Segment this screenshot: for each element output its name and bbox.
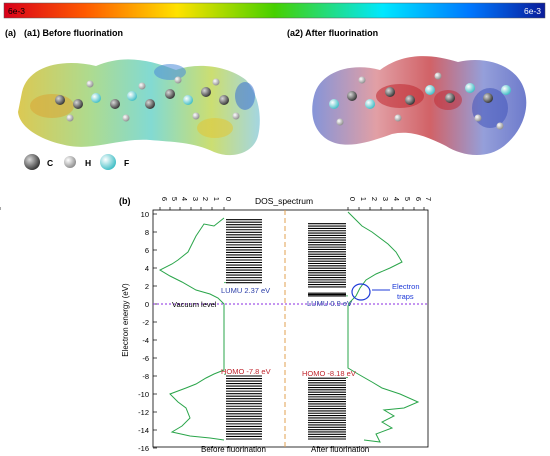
legend-hydrogen-icon bbox=[64, 156, 76, 168]
surface-patch bbox=[235, 82, 255, 110]
surface-patch bbox=[197, 118, 233, 138]
atoms-after bbox=[329, 72, 511, 130]
y-tick-label: -16 bbox=[138, 444, 149, 453]
y-tick-label: -2 bbox=[142, 318, 149, 327]
homo-before-label: HOMO -7.8 eV bbox=[221, 367, 271, 376]
y-tick-label: 0 bbox=[145, 300, 149, 309]
y-tick-label: 6 bbox=[145, 246, 149, 255]
atom-legend: C H F bbox=[24, 154, 129, 170]
electron-traps-label-line1: Electron bbox=[392, 282, 420, 291]
y-tick-label: 2 bbox=[145, 282, 149, 291]
top-tick-label: 6 bbox=[160, 197, 169, 201]
y-tick-label: -6 bbox=[142, 354, 149, 363]
top-tick-label: 8 bbox=[0, 0, 2, 2]
top-tick-label: 5 bbox=[170, 197, 179, 201]
dos-curve-before bbox=[158, 217, 225, 441]
electron-traps-label-line2: traps bbox=[397, 292, 414, 301]
y-tick-label: -14 bbox=[138, 426, 149, 435]
surface-after-fluorination bbox=[312, 56, 527, 156]
legend-fluorine-icon bbox=[100, 154, 116, 170]
legend-fluorine-label: F bbox=[124, 158, 129, 168]
top-tick-label: 1 bbox=[212, 197, 221, 201]
lumu-before-label: LUMU 2.37 eV bbox=[221, 286, 270, 295]
legend-carbon-label: C bbox=[47, 158, 53, 168]
homo-after-label: HOMO -8.18 eV bbox=[302, 369, 356, 378]
surface-patch bbox=[30, 94, 74, 118]
dos-title: DOS_spectrum bbox=[255, 196, 313, 206]
caption-after: After fluorination bbox=[311, 445, 369, 454]
top-tick-label: 1 bbox=[359, 197, 368, 201]
colorbar bbox=[3, 2, 546, 19]
panel-a1-title: (a1) Before fluorination bbox=[24, 28, 123, 38]
top-tick-label: 3 bbox=[191, 197, 200, 201]
top-tick-label: 5 bbox=[403, 197, 412, 201]
y-tick-label: 8 bbox=[145, 228, 149, 237]
top-axis-ticks: 6543210012345678 bbox=[0, 0, 433, 210]
legend-carbon-icon bbox=[24, 154, 40, 170]
lumu-after-label: LUMU 0.9 eV bbox=[307, 299, 352, 308]
top-tick-label: 0 bbox=[224, 197, 233, 201]
top-tick-label: 2 bbox=[370, 197, 379, 201]
legend-hydrogen-label: H bbox=[85, 158, 91, 168]
y-tick-label: 10 bbox=[141, 210, 149, 219]
y-tick-label: -4 bbox=[142, 336, 149, 345]
y-tick-label: 4 bbox=[145, 264, 149, 273]
top-tick-label: 3 bbox=[381, 197, 390, 201]
atoms-before bbox=[55, 76, 240, 122]
top-tick-label: 0 bbox=[348, 197, 357, 201]
panel-b-label: (b) bbox=[119, 196, 131, 206]
surface-patch bbox=[154, 64, 186, 80]
dos-plot-frame bbox=[152, 209, 429, 448]
states-before bbox=[226, 219, 262, 440]
top-tick-label: 7 bbox=[424, 197, 433, 201]
vacuum-level-label: Vacuum level bbox=[172, 300, 217, 309]
electron-traps-marker bbox=[351, 283, 371, 301]
states-after bbox=[308, 223, 346, 440]
top-tick-label: 2 bbox=[201, 197, 210, 201]
colorbar-max-label: 6e-3 bbox=[524, 6, 541, 16]
y-axis-label: Electron energy (eV) bbox=[121, 283, 130, 357]
top-tick-label: 6 bbox=[414, 197, 423, 201]
y-tick-label: -8 bbox=[142, 372, 149, 381]
y-tick-label: -10 bbox=[138, 390, 149, 399]
panel-a-label: (a) bbox=[5, 28, 16, 38]
top-tick-label: 4 bbox=[180, 197, 189, 201]
y-axis-ticks: 10 8 6 4 2 0 -2 -4 -6 -8 -10 -12 -14 -16 bbox=[138, 210, 157, 453]
colorbar-min-label: 6e-3 bbox=[8, 6, 25, 16]
top-tick-label: 4 bbox=[392, 197, 401, 201]
surface-patch bbox=[376, 84, 424, 108]
dos-curve-after bbox=[347, 211, 420, 443]
caption-before: Before fluorination bbox=[201, 445, 266, 454]
y-tick-label: -12 bbox=[138, 408, 149, 417]
panel-a2-title: (a2) After fluorination bbox=[287, 28, 378, 38]
